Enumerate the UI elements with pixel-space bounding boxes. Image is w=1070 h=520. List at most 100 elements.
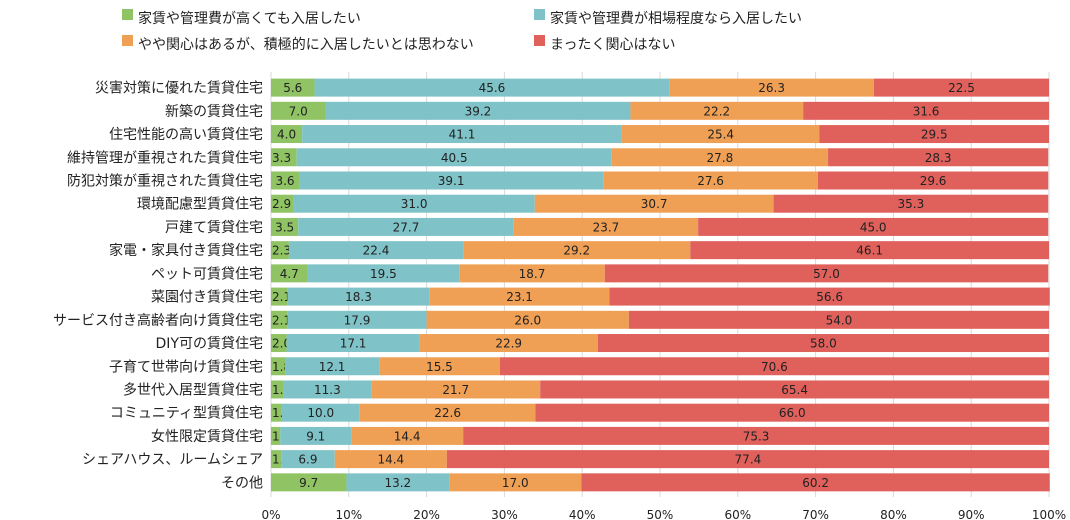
legend-label: 家賃や管理費が相場程度なら入居したい [550, 10, 802, 27]
bar-segment [293, 194, 535, 213]
data-label: 60.2 [802, 476, 829, 490]
bar-segment [803, 101, 1049, 120]
category-label: 女性限定賃貸住宅 [151, 428, 263, 445]
x-tick-label: 20% [413, 508, 440, 520]
data-label: 40.5 [441, 151, 468, 165]
data-label: 75.3 [743, 429, 770, 443]
bar-segment [873, 78, 1049, 97]
data-label: 13.2 [384, 476, 411, 490]
category-label: 菜園付き賃貸住宅 [151, 290, 263, 306]
x-tick-label: 0% [261, 508, 280, 520]
data-label: 2.9 [272, 197, 291, 211]
bar-segment [334, 450, 447, 469]
bar-segment [298, 217, 514, 236]
data-label: 26.3 [758, 81, 785, 95]
bar-segment [271, 194, 294, 213]
bar-segment [307, 264, 460, 283]
data-label: 9.1 [306, 429, 325, 443]
bar-segment [271, 310, 288, 329]
x-tick-label: 60% [724, 508, 751, 520]
x-axis-ticks: 0% 10% 20% 30% 40% 50% 60% 70% 80% 90% 100% [261, 508, 1066, 520]
x-tick-label: 10% [335, 508, 362, 520]
data-label: 3.5 [275, 220, 294, 234]
bar-segment [611, 148, 829, 167]
data-label: 22.2 [703, 104, 730, 118]
data-label: 22.6 [434, 406, 461, 420]
category-label: 新築の賃貸住宅 [165, 104, 263, 120]
chart-bars: 5.6 45.6 26.3 22.5 7.0 39.2 22.2 31.6 4.0 41.1 25.… [271, 78, 1050, 492]
bar-segment [271, 380, 284, 399]
data-label: 9.7 [299, 476, 318, 490]
data-label: 45.6 [479, 81, 506, 95]
data-label: 46.1 [856, 244, 883, 258]
data-label: 25.4 [707, 128, 734, 142]
data-label: 21.7 [442, 383, 469, 397]
legend-swatch [122, 9, 133, 20]
bar-segment [281, 450, 335, 469]
data-label: 27.6 [697, 174, 724, 188]
data-label: 70.6 [761, 360, 788, 374]
x-tick-label: 30% [491, 508, 518, 520]
data-label: 17.1 [340, 337, 367, 351]
data-label: 12.1 [319, 360, 346, 374]
category-axis-labels: 災害対策に優れた賃貸住宅新築の賃貸住宅住宅性能の高い賃貸住宅維持管理が重視された… [53, 80, 263, 492]
bar-segment [271, 217, 299, 236]
bar-segment [287, 310, 427, 329]
bar-segment [828, 148, 1049, 167]
category-label: 多世代入居型賃貸住宅 [123, 381, 263, 398]
bar-segment [299, 171, 604, 190]
bar-segment [540, 380, 1049, 399]
bar-segment [604, 264, 1049, 283]
category-label: 防犯対策が重視された賃貸住宅 [67, 172, 263, 189]
bar-segment [419, 334, 598, 353]
bar-segment [271, 148, 297, 167]
data-label: 56.6 [816, 290, 843, 304]
data-label: 30.7 [641, 197, 668, 211]
bar-segment [271, 171, 300, 190]
category-label: 住宅性能の高い賃貸住宅 [109, 126, 263, 143]
data-label: 29.2 [563, 244, 590, 258]
category-label: シェアハウス、ルームシェア [82, 452, 263, 468]
data-label: 6.9 [298, 453, 317, 467]
data-label: 45.0 [860, 220, 887, 234]
x-tick-label: 40% [569, 508, 596, 520]
data-label: 4.0 [277, 128, 296, 142]
bar-segment [449, 473, 582, 492]
legend-label: やや関心はあるが、積極的に入居したいとは思わない [138, 37, 474, 53]
data-label: 39.2 [465, 104, 492, 118]
bar-segment [603, 171, 818, 190]
bar-segment [581, 473, 1050, 492]
bar-segment [371, 380, 541, 399]
data-label: 27.8 [707, 151, 734, 165]
bar-segment [271, 101, 326, 120]
data-label: 23.1 [506, 290, 533, 304]
category-label: 戸建て賃貸住宅 [165, 220, 263, 236]
data-label: 19.5 [370, 267, 397, 281]
x-tick-label: 80% [880, 508, 907, 520]
bar-segment [351, 426, 464, 445]
data-label: 77.4 [735, 453, 762, 467]
bar-segment [513, 217, 699, 236]
data-label: 29.5 [921, 128, 948, 142]
bar-segment [621, 125, 820, 144]
bar-segment [271, 450, 282, 469]
bar-segment [534, 194, 774, 213]
category-label: 家電・家具付き賃貸住宅 [109, 242, 263, 259]
bar-segment [271, 125, 303, 144]
category-label: コミュニティ型賃貸住宅 [110, 406, 263, 422]
legend-swatch [534, 35, 545, 46]
data-label: 17.9 [344, 313, 371, 327]
bar-segment [271, 473, 347, 492]
bar-segment [346, 473, 450, 492]
data-label: 39.1 [438, 174, 465, 188]
data-label: 7.0 [289, 104, 308, 118]
bar-segment [302, 125, 622, 144]
bar-segment [429, 287, 610, 306]
bar-segment [271, 287, 288, 306]
bar-segment [817, 171, 1049, 190]
data-label: 3.3 [272, 151, 291, 165]
data-label: 18.3 [345, 290, 372, 304]
data-label: 27.7 [393, 220, 420, 234]
data-label: 31.6 [913, 104, 940, 118]
bar-segment [426, 310, 629, 329]
